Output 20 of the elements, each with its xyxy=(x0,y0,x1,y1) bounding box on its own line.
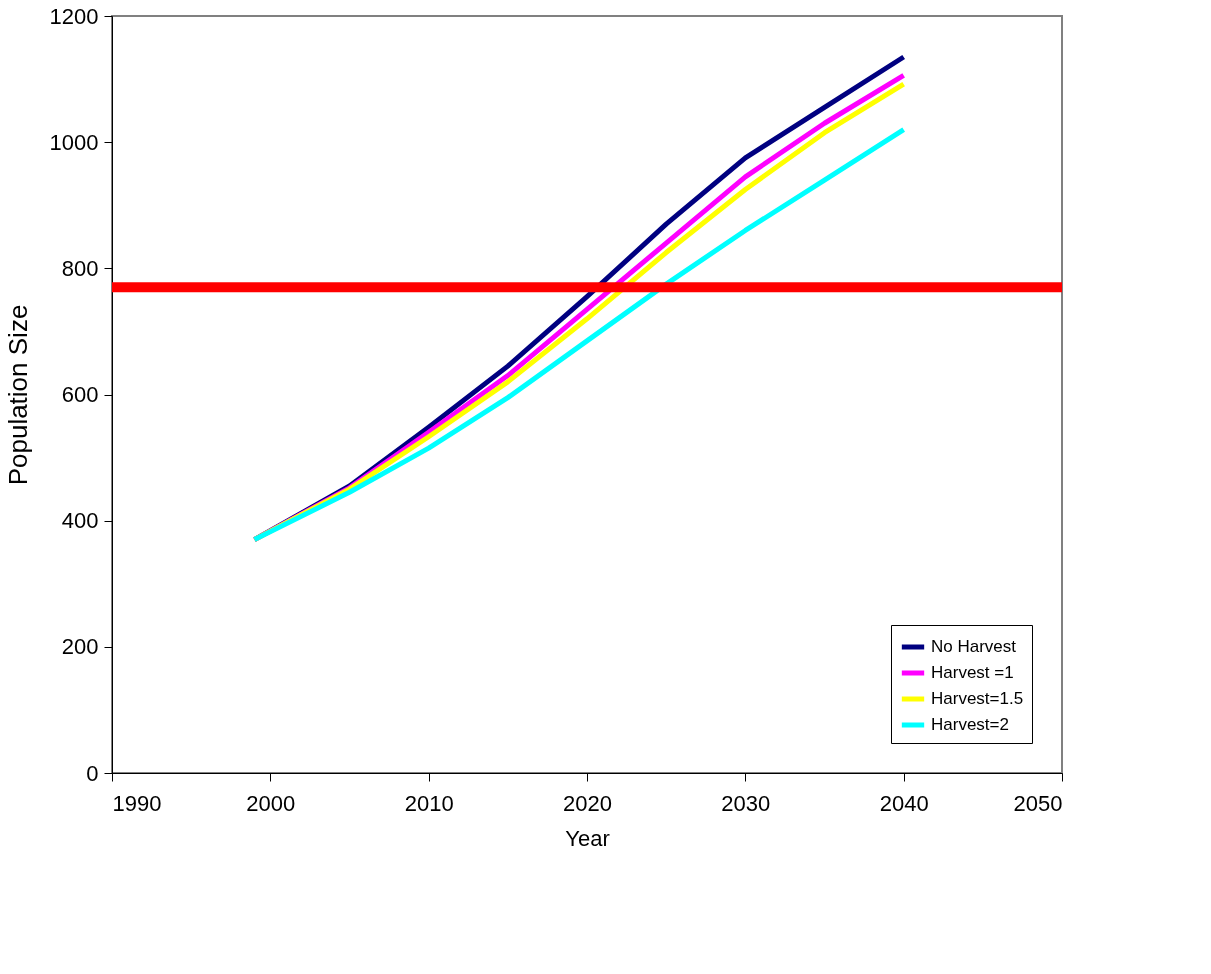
x-tick-label: 2020 xyxy=(563,790,612,816)
x-tick-label: 2040 xyxy=(879,790,929,816)
y-tick-label: 600 xyxy=(61,382,99,407)
x-tick-label: 1990 xyxy=(112,790,162,816)
legend-label: Harvest =1 xyxy=(931,663,1014,682)
x-axis-title: Year xyxy=(565,825,610,851)
y-tick-label: 1200 xyxy=(49,3,99,29)
y-tick-label: 800 xyxy=(61,255,99,281)
y-tick-label: 1000 xyxy=(49,129,99,155)
x-tick-label: 2000 xyxy=(246,790,296,816)
x-tick-label: 2050 xyxy=(1013,790,1063,816)
legend-label: Harvest=2 xyxy=(931,715,1009,734)
legend-label: No Harvest xyxy=(931,637,1017,656)
y-tick-label: 400 xyxy=(61,508,99,534)
y-axis-title: Population Size xyxy=(2,304,33,486)
legend-label: Harvest=1.5 xyxy=(931,689,1024,708)
y-tick-label: 0 xyxy=(86,760,99,786)
x-tick-label: 2010 xyxy=(404,790,454,816)
x-tick-label: 2030 xyxy=(721,790,771,816)
y-tick-label: 200 xyxy=(61,634,99,660)
